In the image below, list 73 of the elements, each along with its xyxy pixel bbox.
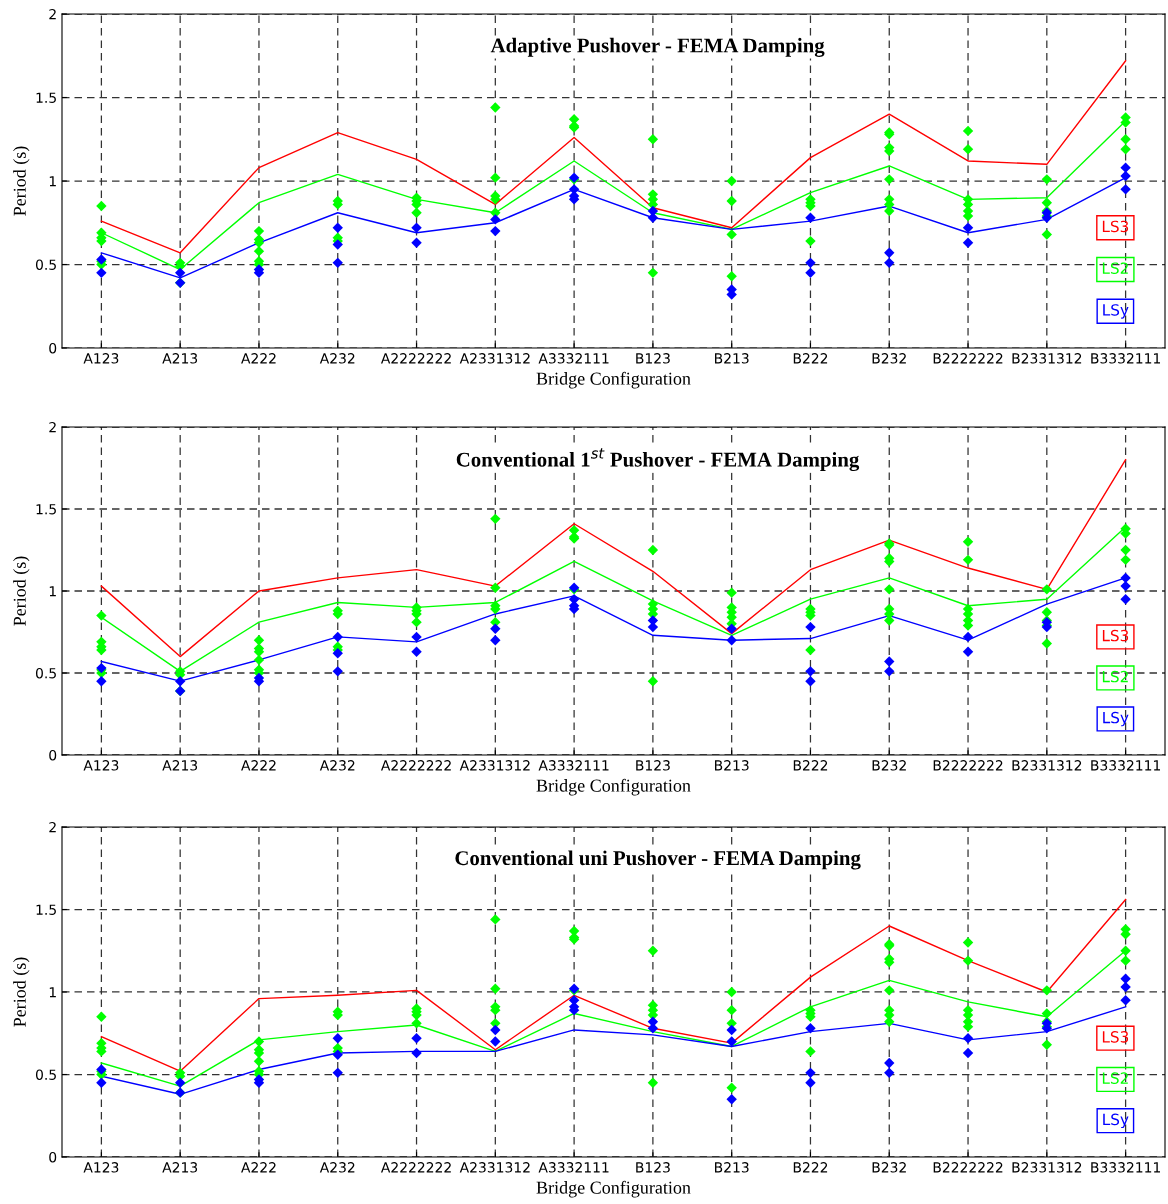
text: Adaptive Pushover - FEMA Damping bbox=[490, 37, 825, 57]
y-tick-label: 0 bbox=[49, 1151, 57, 1163]
y-tick-label: 1.5 bbox=[36, 904, 56, 915]
y-axis-title: Period (s) bbox=[13, 556, 30, 626]
x-tick-label: B123 bbox=[636, 353, 670, 364]
y-tick-label: 0 bbox=[49, 749, 57, 761]
y-tick-label: 0.5 bbox=[35, 259, 56, 270]
x-tick-label: A232 bbox=[319, 1162, 355, 1173]
x-tick-label: A3332111 bbox=[538, 353, 609, 364]
x-tick-label: B2222222 bbox=[933, 1162, 1003, 1173]
x-tick-label: A2222222 bbox=[380, 353, 451, 364]
y-axis-title: Period (s) bbox=[13, 146, 30, 216]
x-tick-label: A3332111 bbox=[538, 1162, 609, 1173]
x-tick-label: B232 bbox=[872, 760, 906, 771]
y-tick-label: 0 bbox=[49, 342, 57, 354]
x-tick-label: B213 bbox=[715, 760, 749, 771]
x-tick-label: B222 bbox=[793, 1162, 828, 1173]
x-tick-label: B222 bbox=[793, 353, 828, 364]
x-tick-label: B2331312 bbox=[1012, 353, 1082, 364]
x-tick-label: B213 bbox=[715, 1162, 749, 1173]
x-tick-label: A232 bbox=[319, 353, 355, 364]
x-tick-label: A2222222 bbox=[380, 760, 451, 771]
x-tick-label: A123 bbox=[83, 353, 119, 364]
x-tick-label: A123 bbox=[83, 760, 119, 771]
x-tick-label: A213 bbox=[162, 1162, 198, 1173]
x-tick-label: A213 bbox=[162, 760, 198, 771]
x-tick-label: B123 bbox=[636, 760, 670, 771]
y-tick-label: 2 bbox=[49, 8, 56, 20]
x-tick-label: B2331312 bbox=[1012, 1162, 1082, 1173]
x-tick-label: A123 bbox=[83, 1162, 119, 1173]
y-tick-label: 1 bbox=[49, 176, 56, 187]
x-tick-label: B222 bbox=[793, 760, 828, 771]
x-tick-label: B3332111 bbox=[1091, 1162, 1161, 1173]
y-tick-label: 1 bbox=[49, 987, 56, 998]
x-tick-label: A2331312 bbox=[459, 1162, 530, 1173]
text: LS3 bbox=[1102, 629, 1129, 642]
y-tick-label: 2 bbox=[49, 421, 56, 433]
y-tick-label: 0.5 bbox=[35, 1069, 56, 1080]
x-axis-title: Bridge Configuration bbox=[536, 1180, 691, 1198]
text: LSy bbox=[1103, 711, 1129, 727]
x-tick-label: A222 bbox=[241, 353, 276, 364]
x-tick-label: B213 bbox=[715, 353, 749, 364]
x-tick-label: A222 bbox=[241, 1162, 276, 1173]
text: LSy bbox=[1103, 1113, 1129, 1129]
x-axis-title: Bridge Configuration bbox=[536, 371, 691, 389]
x-tick-label: B123 bbox=[636, 1162, 670, 1173]
x-tick-label: A3332111 bbox=[538, 760, 609, 771]
y-tick-label: 1.5 bbox=[36, 92, 56, 103]
y-tick-label: 2 bbox=[49, 821, 56, 833]
text: Conventional 1$^{st}$ Pushover - FEMA Damping bbox=[456, 448, 860, 472]
x-tick-label: B2222222 bbox=[933, 760, 1003, 771]
y-axis-title: Period (s) bbox=[13, 957, 30, 1027]
y-tick-label: 1 bbox=[49, 586, 56, 597]
y-tick-label: 0.5 bbox=[35, 667, 56, 679]
x-tick-label: A232 bbox=[319, 760, 355, 771]
x-tick-label: A2331312 bbox=[459, 353, 530, 364]
x-axis-title: Bridge Configuration bbox=[536, 778, 691, 796]
x-tick-label: B2331312 bbox=[1012, 760, 1082, 771]
text: LS3 bbox=[1102, 220, 1129, 233]
x-tick-label: B3332111 bbox=[1091, 760, 1161, 771]
text: LSy bbox=[1103, 304, 1129, 319]
text: LS3 bbox=[1102, 1031, 1129, 1043]
y-tick-label: 1.5 bbox=[36, 504, 56, 515]
x-tick-label: A2331312 bbox=[459, 760, 530, 771]
text: Conventional uni Pushover - FEMA Damping bbox=[455, 850, 861, 870]
x-tick-label: A222 bbox=[241, 760, 276, 771]
x-tick-label: B3332111 bbox=[1091, 353, 1161, 364]
x-tick-label: A2222222 bbox=[380, 1162, 451, 1173]
text: LS2 bbox=[1102, 262, 1128, 274]
x-tick-label: A213 bbox=[162, 353, 198, 364]
x-tick-label: B232 bbox=[872, 1162, 906, 1173]
x-tick-label: B2222222 bbox=[933, 353, 1003, 364]
x-tick-label: B232 bbox=[872, 353, 906, 364]
